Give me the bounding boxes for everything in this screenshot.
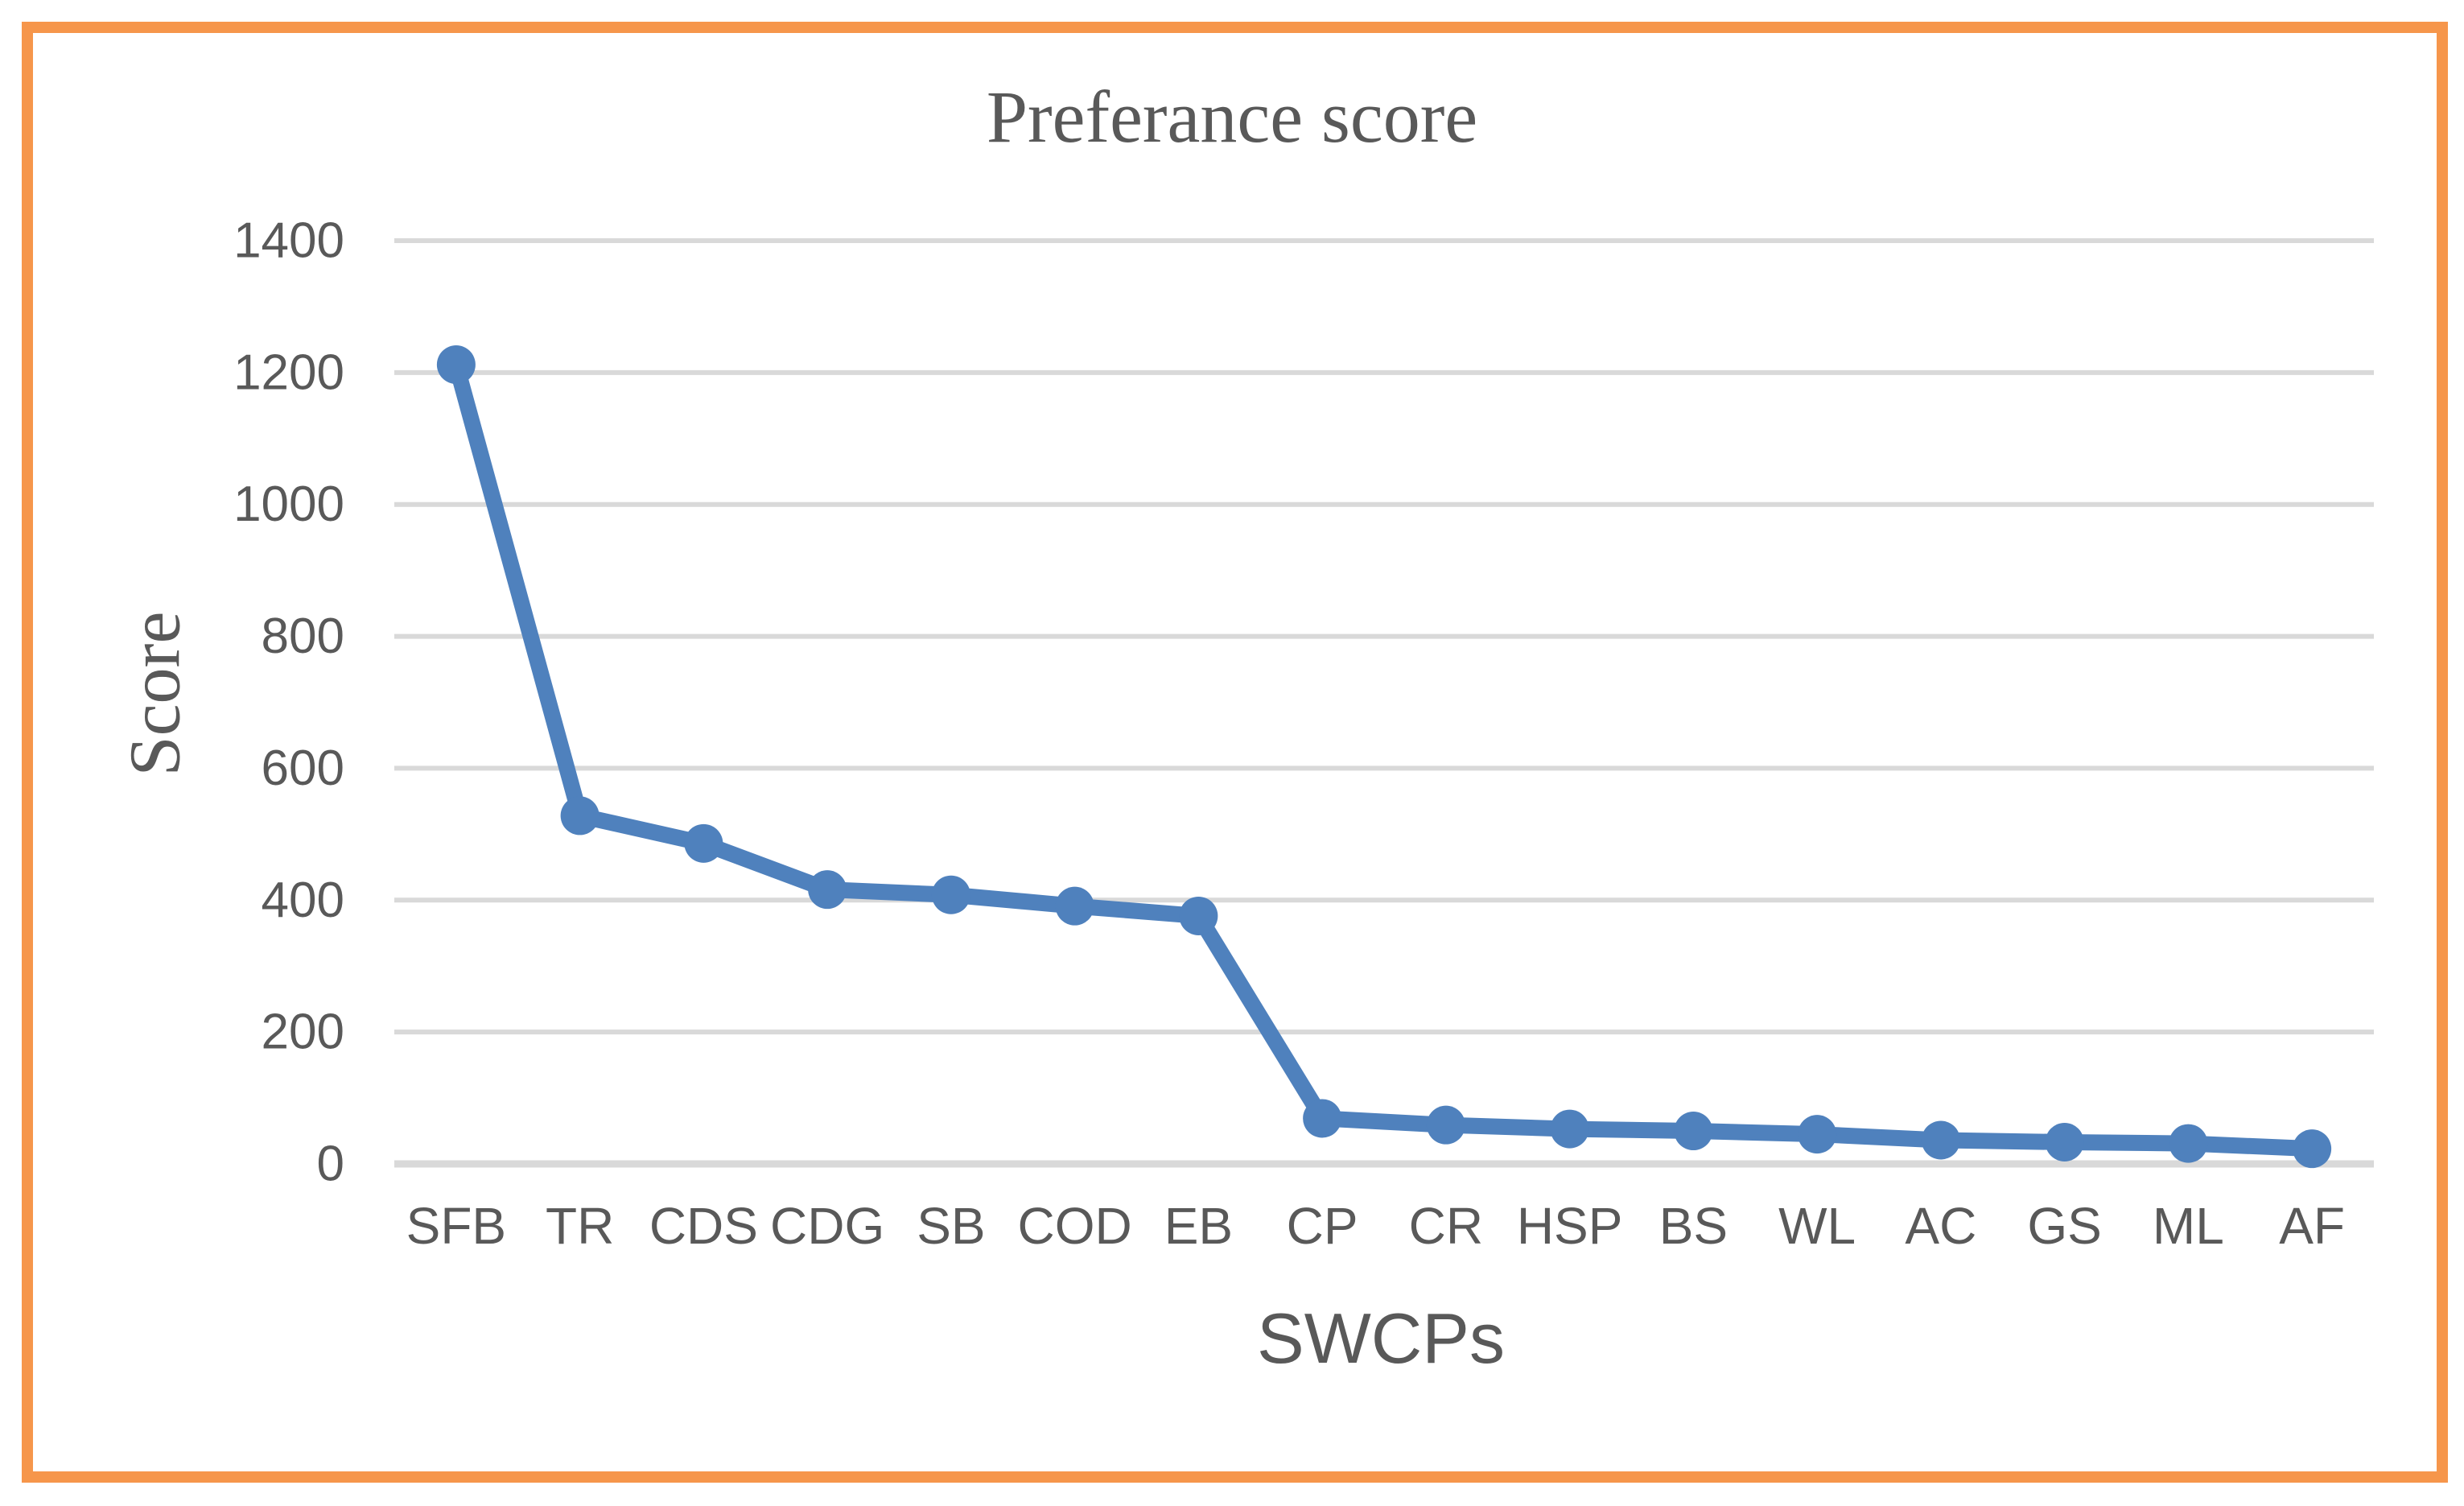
data-point-marker	[560, 796, 600, 836]
x-tick-label: HSP	[1517, 1197, 1623, 1255]
data-point-marker	[2045, 1122, 2084, 1161]
x-tick-label: AC	[1905, 1197, 1976, 1255]
data-point-marker	[2169, 1124, 2208, 1163]
y-tick-label: 1000	[233, 477, 344, 532]
x-tick-label: SFB	[406, 1197, 506, 1255]
x-tick-label: AF	[2279, 1197, 2345, 1255]
y-tick-label: 800	[262, 609, 344, 664]
data-point-marker	[1550, 1109, 1589, 1149]
data-point-marker	[436, 345, 476, 385]
x-tick-label: CDS	[649, 1197, 758, 1255]
data-point-marker	[1798, 1115, 1837, 1154]
data-point-marker	[931, 875, 970, 914]
y-tick-label: 1400	[233, 213, 344, 269]
data-point-marker	[1426, 1105, 1465, 1145]
data-point-marker	[1303, 1099, 1342, 1138]
x-tick-label: GS	[2027, 1197, 2101, 1255]
x-tick-label: ML	[2153, 1197, 2224, 1255]
data-point-marker	[808, 870, 847, 910]
y-tick-label: 600	[262, 741, 344, 796]
x-tick-label: CP	[1287, 1197, 1358, 1255]
y-tick-label: 1200	[233, 345, 344, 400]
y-tick-label: 400	[262, 873, 344, 928]
data-point-marker	[1179, 896, 1218, 935]
x-axis-title: SWCPs	[1257, 1298, 1505, 1378]
data-point-marker	[1921, 1120, 1960, 1160]
data-point-marker	[2293, 1129, 2332, 1169]
x-tick-label: WL	[1778, 1197, 1856, 1255]
y-axis-title: Score	[115, 611, 196, 777]
y-tick-label: 200	[262, 1005, 344, 1060]
data-point-marker	[684, 823, 723, 863]
data-point-marker	[1674, 1112, 1713, 1151]
x-tick-label: CDG	[770, 1197, 884, 1255]
x-tick-label: COD	[1018, 1197, 1132, 1255]
data-point-marker	[1055, 886, 1094, 926]
chart-title: Preferance score	[986, 76, 1478, 158]
y-tick-label: 0	[317, 1137, 344, 1192]
x-tick-label: TR	[546, 1197, 614, 1255]
x-tick-label: EB	[1164, 1197, 1233, 1255]
x-tick-label: BS	[1659, 1197, 1728, 1255]
x-tick-label: SB	[917, 1197, 985, 1255]
series-line	[447, 357, 2321, 1157]
x-tick-label: CR	[1409, 1197, 1483, 1255]
